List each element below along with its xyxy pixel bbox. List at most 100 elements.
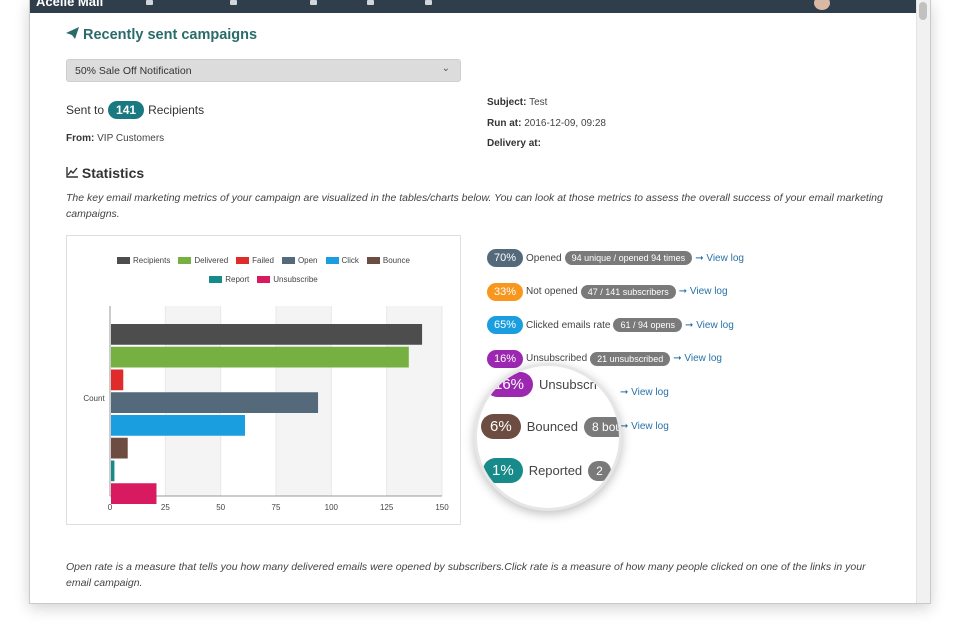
x-tick-label: 50 xyxy=(216,503,225,512)
magnified-info-badge: 2 xyxy=(588,460,611,481)
legend-label: Open xyxy=(297,256,318,265)
line-chart-icon xyxy=(66,165,82,181)
y-axis-label: Count xyxy=(83,394,105,403)
statistics-footnote: Open rate is a measure that tells you ho… xyxy=(66,561,866,589)
metric-row: 70% Opened 94 unique / opened 94 times ➞ Vi… xyxy=(487,248,744,268)
templates-icon[interactable] xyxy=(367,0,374,5)
legend-item-delivered[interactable]: Delivered xyxy=(178,251,228,270)
x-tick-label: 125 xyxy=(380,503,394,512)
metric-row: ➞ View log xyxy=(620,416,669,436)
metric-percent-badge: 65% xyxy=(487,316,523,335)
scrollbar-thumb[interactable] xyxy=(919,2,927,20)
metric-percent-badge: 16% xyxy=(487,349,523,368)
legend-swatch xyxy=(236,257,250,265)
legend-item-unsubscribe[interactable]: Unsubscribe xyxy=(257,270,318,289)
campaigns-icon[interactable] xyxy=(230,0,237,5)
metric-label: Opened xyxy=(526,252,562,264)
app-window: Acelle Mail Recently sent campaigns 50% … xyxy=(29,0,931,604)
paper-plane-icon xyxy=(66,27,79,43)
lists-icon[interactable] xyxy=(310,0,317,5)
legend-label: Report xyxy=(225,275,250,284)
from-field: From: VIP Customers xyxy=(66,133,165,144)
legend-swatch xyxy=(366,257,380,265)
bar-recipients xyxy=(111,324,423,345)
legend-swatch xyxy=(116,257,130,265)
campaign-select[interactable]: 50% Sale Off Notification ⌄ xyxy=(66,59,461,82)
magnified-info-badge: 8 bou xyxy=(584,416,619,437)
brand-logo[interactable]: Acelle Mail xyxy=(36,0,104,9)
x-tick-label: 75 xyxy=(272,503,281,512)
magnified-metric-row: 16% Unsubscri xyxy=(485,372,597,397)
bar-unsubscribe xyxy=(111,483,157,504)
legend-swatch xyxy=(178,257,192,265)
view-log-link[interactable]: ➞ View log xyxy=(620,420,669,432)
magnified-label: Unsubscri xyxy=(539,377,597,392)
magnified-percent-badge: 16% xyxy=(485,372,534,397)
metric-row: ➞ View log xyxy=(620,382,669,402)
metric-info-badge: 94 unique / opened 94 times xyxy=(564,251,693,265)
subject-field: Subject: Test xyxy=(487,97,548,108)
legend-item-open[interactable]: Open xyxy=(281,251,318,270)
view-log-link[interactable]: ➞ View log xyxy=(620,386,669,398)
bar-click xyxy=(111,415,246,436)
campaign-bar-chart: Recipients Delivered Failed Open Click Bounce… xyxy=(66,235,461,525)
legend-item-recipients[interactable]: Recipients xyxy=(116,251,171,270)
magnified-label: Reported xyxy=(528,463,583,478)
metric-info-badge: 21 unsubscribed xyxy=(590,351,671,366)
campaign-select-value: 50% Sale Off Notification xyxy=(75,65,192,77)
legend-label: Unsubscribe xyxy=(273,275,318,284)
legend-label: Delivered xyxy=(194,256,229,265)
view-log-link[interactable]: ➞ View log xyxy=(685,319,734,331)
chart-svg: 0 25 50 75 100 125 150 Count xyxy=(83,306,449,512)
legend-label: Bounce xyxy=(382,256,410,265)
metric-percent-badge: 70% xyxy=(487,249,523,267)
metric-label: Not opened xyxy=(526,286,578,298)
x-tick-label: 150 xyxy=(435,503,449,512)
scrollbar[interactable] xyxy=(916,0,930,603)
magnified-label: Bounced xyxy=(526,419,579,434)
automation-icon[interactable] xyxy=(425,0,432,5)
legend-item-report[interactable]: Report xyxy=(209,270,249,289)
bar-delivered xyxy=(111,346,409,368)
chart-legend: Recipients Delivered Failed Open Click Bounce… xyxy=(67,251,460,289)
bar-report xyxy=(111,460,115,482)
view-log-link[interactable]: ➞ View log xyxy=(678,286,728,298)
top-navbar: Acelle Mail xyxy=(30,0,930,13)
legend-label: Click xyxy=(341,256,359,265)
legend-item-click[interactable]: Click xyxy=(325,251,359,270)
magnifier-lens: 16% Unsubscri 6% Bounced 8 bou 1% Reported 2 xyxy=(474,363,622,511)
legend-swatch xyxy=(325,257,339,265)
legend-item-bounce[interactable]: Bounce xyxy=(366,251,410,270)
metric-info-badge: 47 / 141 subscribers xyxy=(580,284,676,299)
metric-info-badge: 61 / 94 opens xyxy=(613,318,683,333)
x-tick-label: 100 xyxy=(325,503,339,512)
view-log-link[interactable]: ➞ View log xyxy=(673,353,722,365)
legend-swatch xyxy=(257,276,271,284)
magnified-metric-row: 1% Reported 2 xyxy=(483,458,611,483)
user-avatar[interactable] xyxy=(814,0,830,10)
statistics-title: Statistics xyxy=(66,165,144,181)
bar-open xyxy=(111,392,319,413)
recipients-count-badge: 141 xyxy=(108,101,145,119)
dashboard-icon[interactable] xyxy=(146,0,153,5)
bar-bounce xyxy=(111,437,128,459)
metric-row: 65% Clicked emails rate 61 / 94 opens ➞ Vie… xyxy=(487,315,734,335)
magnified-percent-badge: 6% xyxy=(481,414,521,439)
legend-label: Failed xyxy=(252,256,274,265)
sent-to-summary: Sent to 141 Recipients xyxy=(66,101,205,119)
metric-label: Unsubscribed xyxy=(526,353,588,365)
magnified-metric-row: 6% Bounced 8 bou xyxy=(481,414,619,439)
metric-label: Clicked emails rate xyxy=(526,319,611,331)
view-log-link[interactable]: ➞ View log xyxy=(695,252,744,264)
run-at-field: Run at: 2016-12-09, 09:28 xyxy=(487,118,606,129)
magnified-percent-badge: 1% xyxy=(483,458,523,483)
statistics-description: The key email marketing metrics of your … xyxy=(66,192,883,220)
legend-item-failed[interactable]: Failed xyxy=(236,251,274,270)
metric-percent-badge: 33% xyxy=(487,282,523,301)
x-tick-label: 0 xyxy=(108,503,113,512)
metric-row: 16% Unsubscribed 21 unsubscribed ➞ View log xyxy=(487,349,722,369)
legend-label: Recipients xyxy=(132,256,171,265)
chevron-down-icon: ⌄ xyxy=(441,63,450,74)
delivery-at-field: Delivery at: xyxy=(487,138,541,149)
recent-campaigns-title: Recently sent campaigns xyxy=(66,27,257,43)
